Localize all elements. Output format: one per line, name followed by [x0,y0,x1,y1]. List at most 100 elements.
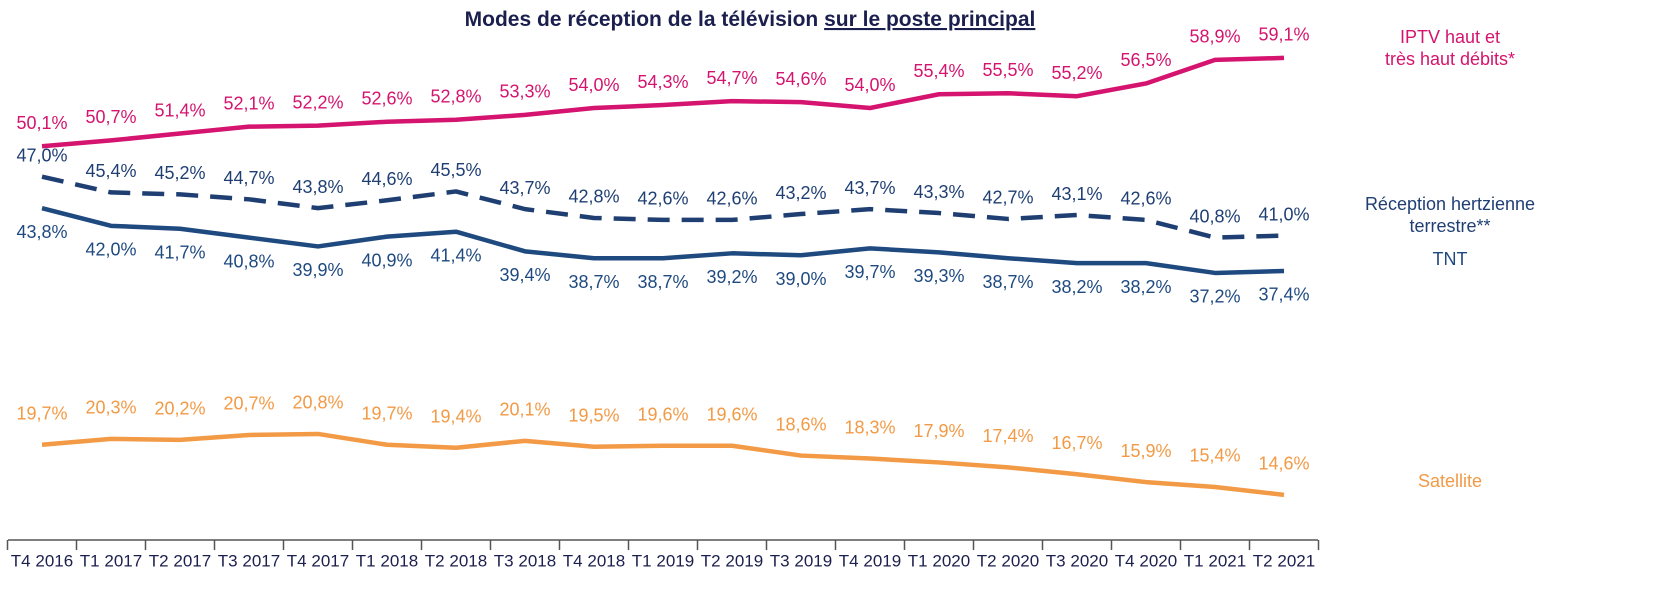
data-label: 19,6% [706,404,757,424]
data-label: 52,6% [361,88,412,108]
x-tick-label: T3 2017 [218,551,280,570]
data-label: 45,2% [154,163,205,183]
data-label: 45,4% [85,161,136,181]
data-label: 43,8% [16,222,67,242]
data-label: 43,7% [844,178,895,198]
title-underlined: sur le poste principal [824,8,1035,31]
series-line [41,431,1285,498]
data-label: 42,6% [1120,189,1171,209]
data-label: 39,4% [499,265,550,285]
x-tick-label: T1 2020 [908,551,970,570]
data-label: 41,0% [1258,204,1309,224]
data-label: 41,7% [154,243,205,263]
data-label: 20,1% [499,400,550,420]
data-label: 20,8% [292,393,343,413]
series-line [41,205,1285,276]
data-label: 43,1% [1051,184,1102,204]
data-label: 20,3% [85,398,136,418]
title-main: Modes de réception de la télévision [465,8,819,31]
data-label: 53,3% [499,82,550,102]
legend-entry: Réception hertzienne terrestre** [1364,194,1536,236]
data-label: 42,7% [982,188,1033,208]
x-tick-label: T2 2018 [425,551,487,570]
data-label: 39,2% [706,267,757,287]
data-label: 17,9% [913,421,964,441]
data-label: 15,9% [1120,441,1171,461]
data-label: 42,6% [706,189,757,209]
data-label: 19,6% [637,404,688,424]
data-label: 44,7% [223,168,274,188]
data-label: 41,4% [430,245,481,265]
data-label: 42,6% [637,189,688,209]
data-label: 55,5% [982,60,1033,80]
data-label: 19,5% [568,405,619,425]
data-label: 52,1% [223,93,274,113]
data-label: 51,4% [154,100,205,120]
data-label: 14,6% [1258,454,1309,474]
data-label: 56,5% [1120,50,1171,70]
data-label: 44,6% [361,169,412,189]
data-label: 54,7% [706,68,757,88]
data-label: 18,6% [775,414,826,434]
x-tick-label: T1 2018 [356,551,418,570]
data-label: 16,7% [1051,433,1102,453]
data-label: 58,9% [1189,27,1240,47]
data-label: 47,0% [16,145,67,165]
x-tick-label: T3 2018 [494,551,556,570]
data-label: 43,8% [292,177,343,197]
x-tick-label: T1 2019 [632,551,694,570]
data-label: 39,7% [844,262,895,282]
data-label: 55,4% [913,61,964,81]
data-label: 40,9% [361,250,412,270]
x-tick-label: T4 2016 [11,551,73,570]
x-tick-label: T4 2017 [287,551,349,570]
data-label: 54,0% [568,75,619,95]
x-tick-label: T4 2019 [839,551,901,570]
data-label: 40,8% [223,251,274,271]
data-label: 38,2% [1051,277,1102,297]
legend-entry: IPTV haut et très haut débits* [1384,27,1516,69]
data-label: 54,3% [637,72,688,92]
x-tick-label: T2 2019 [701,551,763,570]
data-label: 17,4% [982,426,1033,446]
data-label: 39,9% [292,260,343,280]
data-label: 54,0% [844,75,895,95]
x-tick-label: T2 2020 [977,551,1039,570]
data-label: 50,1% [16,113,67,133]
data-label: 37,2% [1189,287,1240,307]
data-label: 37,4% [1258,285,1309,305]
data-label: 39,0% [775,269,826,289]
series-line [41,174,1285,240]
data-label: 52,2% [292,92,343,112]
x-tick-label: T1 2017 [80,551,142,570]
x-tick-label: T2 2021 [1253,551,1315,570]
chart-title: Modes de réception de la télévision sur … [465,8,1036,31]
data-label: 19,4% [430,406,481,426]
data-label: 45,5% [430,160,481,180]
data-label: 43,3% [913,182,964,202]
x-tick-label: T2 2017 [149,551,211,570]
data-label: 42,0% [85,240,136,260]
data-label: 18,3% [844,417,895,437]
x-tick-label: T3 2019 [770,551,832,570]
data-label: 39,3% [913,266,964,286]
data-label: 42,8% [568,187,619,207]
x-tick-label: T4 2020 [1115,551,1177,570]
legend-entry: TNT [1432,249,1468,269]
data-label: 38,7% [982,272,1033,292]
series-line [41,55,1285,149]
data-label: 38,2% [1120,277,1171,297]
x-tick-label: T1 2021 [1184,551,1246,570]
x-tick-label: T4 2018 [563,551,625,570]
data-label: 19,7% [16,404,67,424]
legend-entry: Satellite [1417,471,1483,491]
data-label: 59,1% [1258,25,1309,45]
data-label: 43,7% [499,178,550,198]
data-label: 15,4% [1189,446,1240,466]
data-label: 38,7% [637,272,688,292]
x-tick-label: T3 2020 [1046,551,1108,570]
data-label: 40,8% [1189,206,1240,226]
data-label: 52,8% [430,87,481,107]
